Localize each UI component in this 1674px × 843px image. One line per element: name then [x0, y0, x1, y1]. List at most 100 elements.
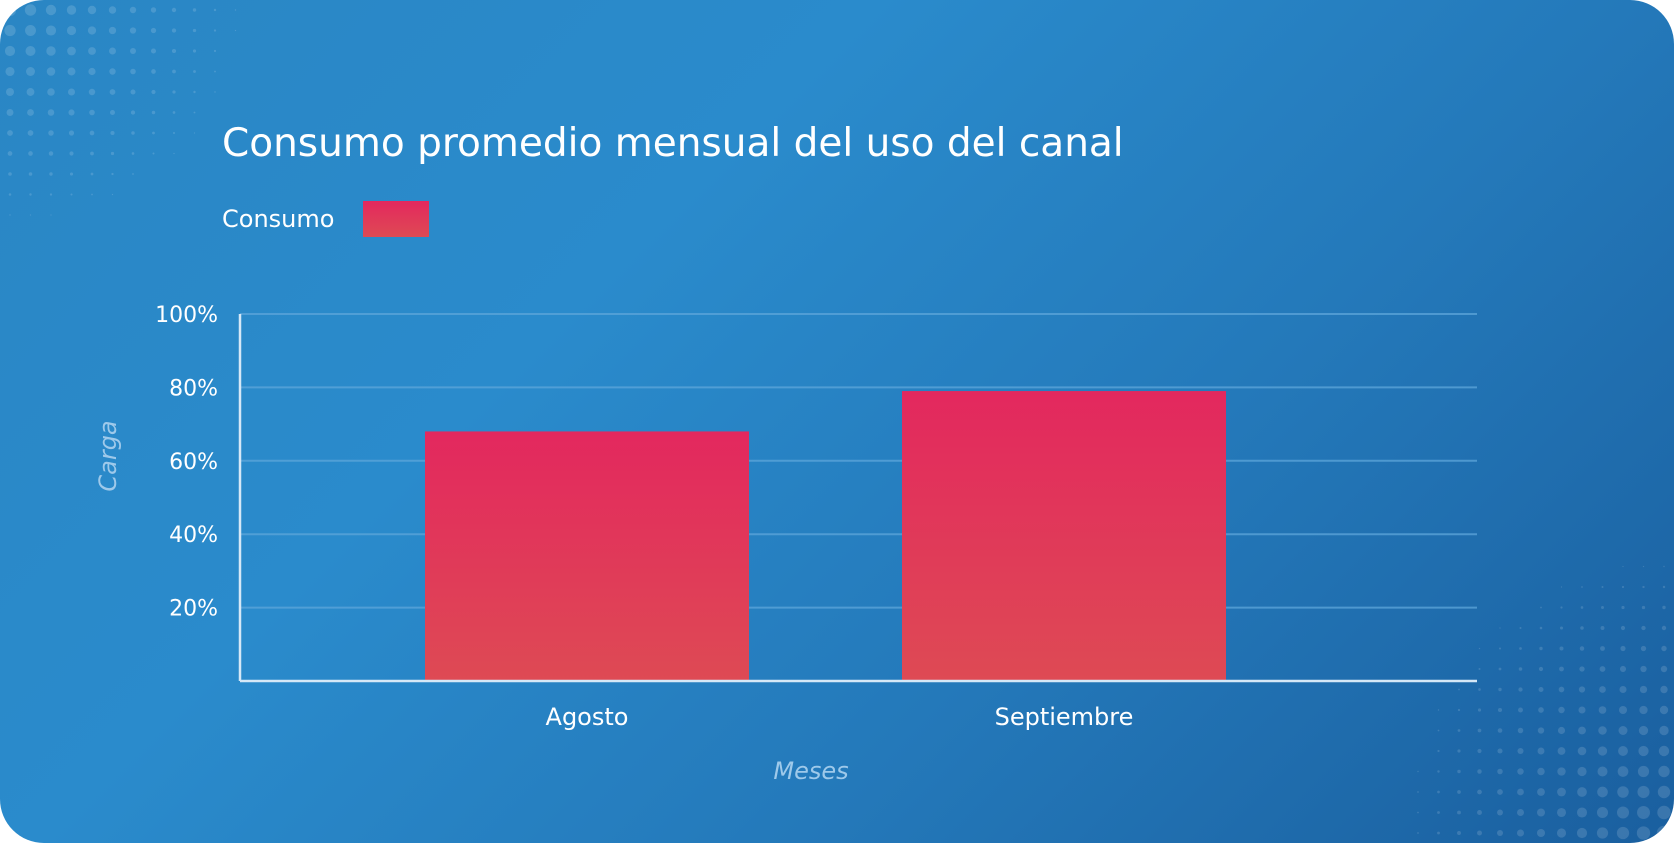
decor-dot — [1518, 667, 1523, 671]
decor-dot — [1457, 769, 1461, 774]
decor-dot — [1560, 606, 1563, 609]
decor-dot — [1662, 605, 1666, 610]
decor-dot — [1662, 585, 1666, 589]
decor-dot — [151, 110, 156, 115]
decor-dot — [1656, 825, 1672, 841]
decor-dot — [1539, 626, 1543, 630]
decor-dot — [1658, 745, 1670, 757]
decor-dot — [1497, 728, 1503, 733]
decor-dot — [91, 193, 93, 196]
decor-dot — [1478, 667, 1481, 671]
decor-dot — [1639, 685, 1648, 694]
decor-dot — [1639, 705, 1648, 715]
decor-dot — [1617, 766, 1629, 777]
decor-dot — [1537, 747, 1545, 755]
decor-dot — [1642, 565, 1645, 568]
decor-dot — [1621, 605, 1625, 610]
y-tick-label: 100% — [155, 303, 218, 328]
decor-dot — [90, 151, 94, 156]
decor-dot — [1477, 769, 1482, 774]
decor-dot — [87, 26, 97, 35]
decor-dot — [1457, 729, 1461, 732]
decor-dot — [1559, 666, 1564, 672]
decor-dot — [28, 151, 33, 156]
decor-dot — [1457, 810, 1461, 815]
decor-dot — [171, 48, 177, 54]
decor-dot — [1638, 725, 1649, 736]
decor-dot — [152, 152, 155, 155]
decor-dot — [1641, 625, 1646, 631]
decor-dot — [1517, 727, 1524, 734]
decor-dot — [1477, 708, 1482, 712]
decor-dot — [1616, 826, 1630, 840]
decor-dot — [1457, 708, 1461, 712]
y-axis-title: Carga — [94, 420, 122, 491]
decor-dot — [109, 47, 116, 55]
decor-dot — [1497, 789, 1503, 795]
decor-dot — [1576, 827, 1588, 839]
decor-dot — [68, 109, 75, 116]
decor-dot — [8, 172, 12, 176]
decor-dot — [172, 69, 176, 74]
decor-dot — [50, 214, 52, 216]
decor-dot — [1599, 686, 1606, 693]
decor-dot — [131, 152, 135, 155]
decor-dot — [49, 193, 53, 196]
decor-dot — [1517, 788, 1524, 796]
decor-dot — [1537, 788, 1545, 796]
y-tick-label: 40% — [169, 523, 218, 548]
decor-dot — [1619, 685, 1627, 694]
decor-dot — [1598, 726, 1607, 735]
x-axis-title: Meses — [773, 757, 848, 785]
decor-dot — [45, 25, 57, 36]
decor-dot — [88, 67, 96, 76]
decor-dot — [69, 172, 74, 176]
decor-dot — [1657, 805, 1671, 820]
decor-dot — [1661, 625, 1667, 631]
decor-dot — [48, 130, 54, 136]
bars — [425, 391, 1226, 681]
y-tick-label: 20% — [169, 597, 218, 622]
decor-dot — [1540, 606, 1542, 609]
decor-dot — [110, 151, 115, 156]
decor-dot — [1640, 665, 1647, 673]
decor-dot — [213, 29, 217, 32]
decor-dot — [89, 130, 95, 136]
decor-dot — [27, 109, 34, 116]
decor-dot — [192, 49, 197, 53]
decor-dot — [1577, 766, 1587, 777]
decor-dot — [1618, 746, 1628, 756]
decor-dot — [26, 67, 35, 76]
x-tick-label: Septiembre — [995, 703, 1134, 731]
decor-dot — [1517, 768, 1524, 775]
decor-dot — [1581, 586, 1583, 588]
decor-dot — [1580, 606, 1584, 609]
decor-dot — [1498, 667, 1502, 671]
decor-dot — [1638, 745, 1649, 757]
decor-dot — [29, 193, 32, 196]
decor-dot — [129, 27, 137, 34]
decor-dot — [7, 130, 13, 136]
decor-dot — [1557, 726, 1566, 735]
decor-dot — [1437, 831, 1440, 835]
decor-dot — [1537, 767, 1545, 776]
decor-dot — [88, 88, 96, 96]
decor-dot — [90, 172, 94, 176]
decor-dot — [1618, 705, 1628, 715]
decor-dot — [1497, 768, 1503, 775]
decor-dot — [25, 46, 36, 56]
decor-dot — [132, 173, 134, 175]
decor-dot — [1577, 787, 1587, 797]
decor-dot — [1660, 665, 1668, 673]
decor-dot — [1559, 626, 1564, 630]
decor-dot — [5, 66, 15, 77]
decor-dot — [1600, 626, 1605, 630]
decorative-dots — [3, 3, 1672, 841]
decor-dot — [1437, 709, 1440, 711]
decor-dot — [130, 89, 136, 95]
decor-dot — [27, 130, 34, 136]
decor-dot — [192, 28, 197, 33]
decor-dot — [1558, 686, 1565, 693]
